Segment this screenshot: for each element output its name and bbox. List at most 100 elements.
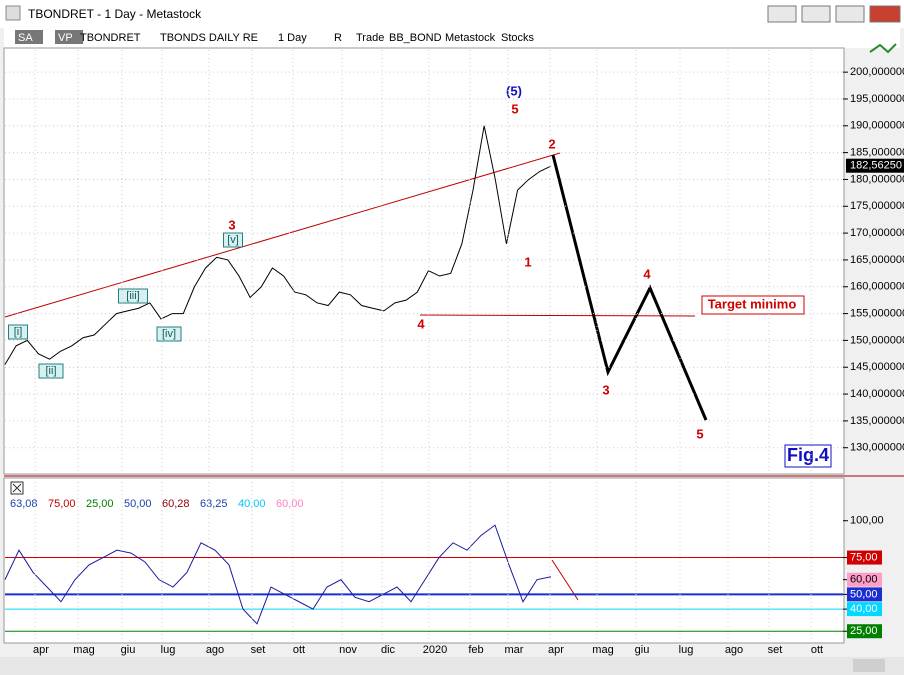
- x-tick-label: apr: [33, 644, 49, 656]
- y-tick-label: 165,000000: [850, 254, 904, 266]
- legend-value: 25,00: [86, 498, 114, 510]
- restore-button[interactable]: [767, 5, 797, 23]
- y-tick-label: 50,00: [850, 588, 878, 600]
- wave-number: 4: [643, 266, 651, 281]
- fig-label: Fig.4: [787, 445, 829, 465]
- x-tick-label: mar: [505, 644, 524, 656]
- wave-label: [iv]: [162, 328, 176, 340]
- target-box: [701, 295, 805, 315]
- tick-box: [847, 572, 882, 587]
- title-bar: [0, 0, 904, 28]
- y-tick-label: 60,00: [850, 574, 878, 586]
- toolbar-button[interactable]: [55, 30, 83, 44]
- price-pane: [3, 47, 845, 475]
- toolbar-item[interactable]: R: [334, 32, 342, 44]
- y-tick-label: 140,000000: [850, 388, 904, 400]
- app-icon: [5, 5, 21, 21]
- y-tick-label: 135,000000: [850, 415, 904, 427]
- close-button[interactable]: [869, 5, 901, 23]
- last-price-box: [846, 158, 904, 173]
- toolbar-item[interactable]: Stocks: [501, 32, 535, 44]
- y-tick-label: 130,000000: [850, 442, 904, 454]
- x-tick-label: set: [251, 644, 266, 656]
- tick-box: [847, 602, 882, 617]
- x-tick-label: ott: [293, 644, 305, 656]
- trend-line: [4, 152, 561, 318]
- legend-value: 60,00: [276, 498, 304, 510]
- wave-label: [i]: [14, 326, 23, 338]
- wave-box: [118, 288, 148, 304]
- toolbar-item[interactable]: Metastock: [445, 32, 496, 44]
- wave-number: 3: [228, 217, 235, 232]
- toolbar: [4, 28, 900, 48]
- oscillator-line: [4, 524, 552, 625]
- wave-label: [iii]: [126, 290, 139, 302]
- x-tick-label: giu: [121, 644, 136, 656]
- y-tick-label: 75,00: [850, 551, 878, 563]
- legend-value: 60,28: [162, 498, 190, 510]
- wave-label: [ii]: [46, 365, 57, 377]
- wave-box: [223, 232, 243, 248]
- maximize-button[interactable]: [835, 5, 865, 23]
- x-tick-label: mag: [592, 644, 613, 656]
- legend-value: 75,00: [48, 498, 76, 510]
- target-label: Target minimo: [708, 296, 797, 311]
- y-tick-label: 155,000000: [850, 307, 904, 319]
- legend-value: 40,00: [238, 498, 266, 510]
- x-tick-label: set: [768, 644, 783, 656]
- toolbar-item[interactable]: VP: [58, 32, 73, 44]
- toolbar-item[interactable]: SA: [18, 32, 33, 44]
- minimize-button[interactable]: [801, 5, 831, 23]
- y-tick-label: 195,000000: [850, 93, 904, 105]
- x-tick-label: lug: [679, 644, 694, 656]
- wave-number: (5): [506, 83, 522, 98]
- x-tick-label: nov: [339, 644, 357, 656]
- wave-label: [v]: [227, 234, 239, 246]
- y-tick-label: 200,000000: [850, 66, 904, 78]
- y-tick-label: 40,00: [850, 603, 878, 615]
- scrollbar[interactable]: [0, 657, 904, 675]
- y-tick-label: 100,00: [850, 515, 884, 527]
- price-line: [4, 125, 552, 365]
- toolbar-item[interactable]: Trade: [356, 32, 384, 44]
- y-tick-label: 160,000000: [850, 281, 904, 293]
- wave-number: 1: [524, 254, 531, 269]
- x-tick-label: dic: [381, 644, 396, 656]
- x-tick-label: apr: [548, 644, 564, 656]
- x-tick-label: giu: [635, 644, 650, 656]
- y-tick-label: 170,000000: [850, 227, 904, 239]
- y-tick-label: 145,000000: [850, 361, 904, 373]
- wave-number: 5: [511, 101, 518, 116]
- toolbar-item[interactable]: 1 Day: [278, 32, 307, 44]
- tick-box: [847, 624, 882, 639]
- wave-number: 4: [417, 316, 425, 331]
- scroll-thumb[interactable]: [853, 659, 885, 672]
- wave-box: [156, 326, 182, 342]
- y-tick-label: 190,000000: [850, 120, 904, 132]
- wave-box: [38, 363, 64, 379]
- window-buttons[interactable]: [767, 5, 901, 23]
- wave-number: 5: [696, 426, 703, 441]
- window-title: TBONDRET - 1 Day - Metastock: [28, 7, 202, 21]
- wave-number: 2: [548, 136, 555, 151]
- trend-icon: [869, 43, 897, 54]
- y-tick-label: 25,00: [850, 625, 878, 637]
- toolbar-item[interactable]: TBONDRET: [80, 32, 141, 44]
- projection-path: [551, 154, 708, 421]
- y-tick-label: 185,000000: [850, 147, 904, 159]
- indicator-pane: [3, 477, 845, 644]
- legend-value: 50,00: [124, 498, 152, 510]
- indicator-projection: [551, 559, 579, 601]
- x-tick-label: lug: [161, 644, 176, 656]
- toolbar-item[interactable]: BB_BOND: [389, 32, 442, 44]
- tick-box: [847, 550, 882, 565]
- toolbar-item[interactable]: TBONDS DAILY RE: [160, 32, 258, 44]
- wave-number: 3: [602, 382, 609, 397]
- wave-box: [8, 324, 28, 340]
- y-tick-label: 150,000000: [850, 334, 904, 346]
- tick-box: [847, 587, 882, 602]
- x-tick-label: feb: [468, 644, 483, 656]
- x-tick-label: ott: [811, 644, 823, 656]
- toolbar-button[interactable]: [15, 30, 43, 44]
